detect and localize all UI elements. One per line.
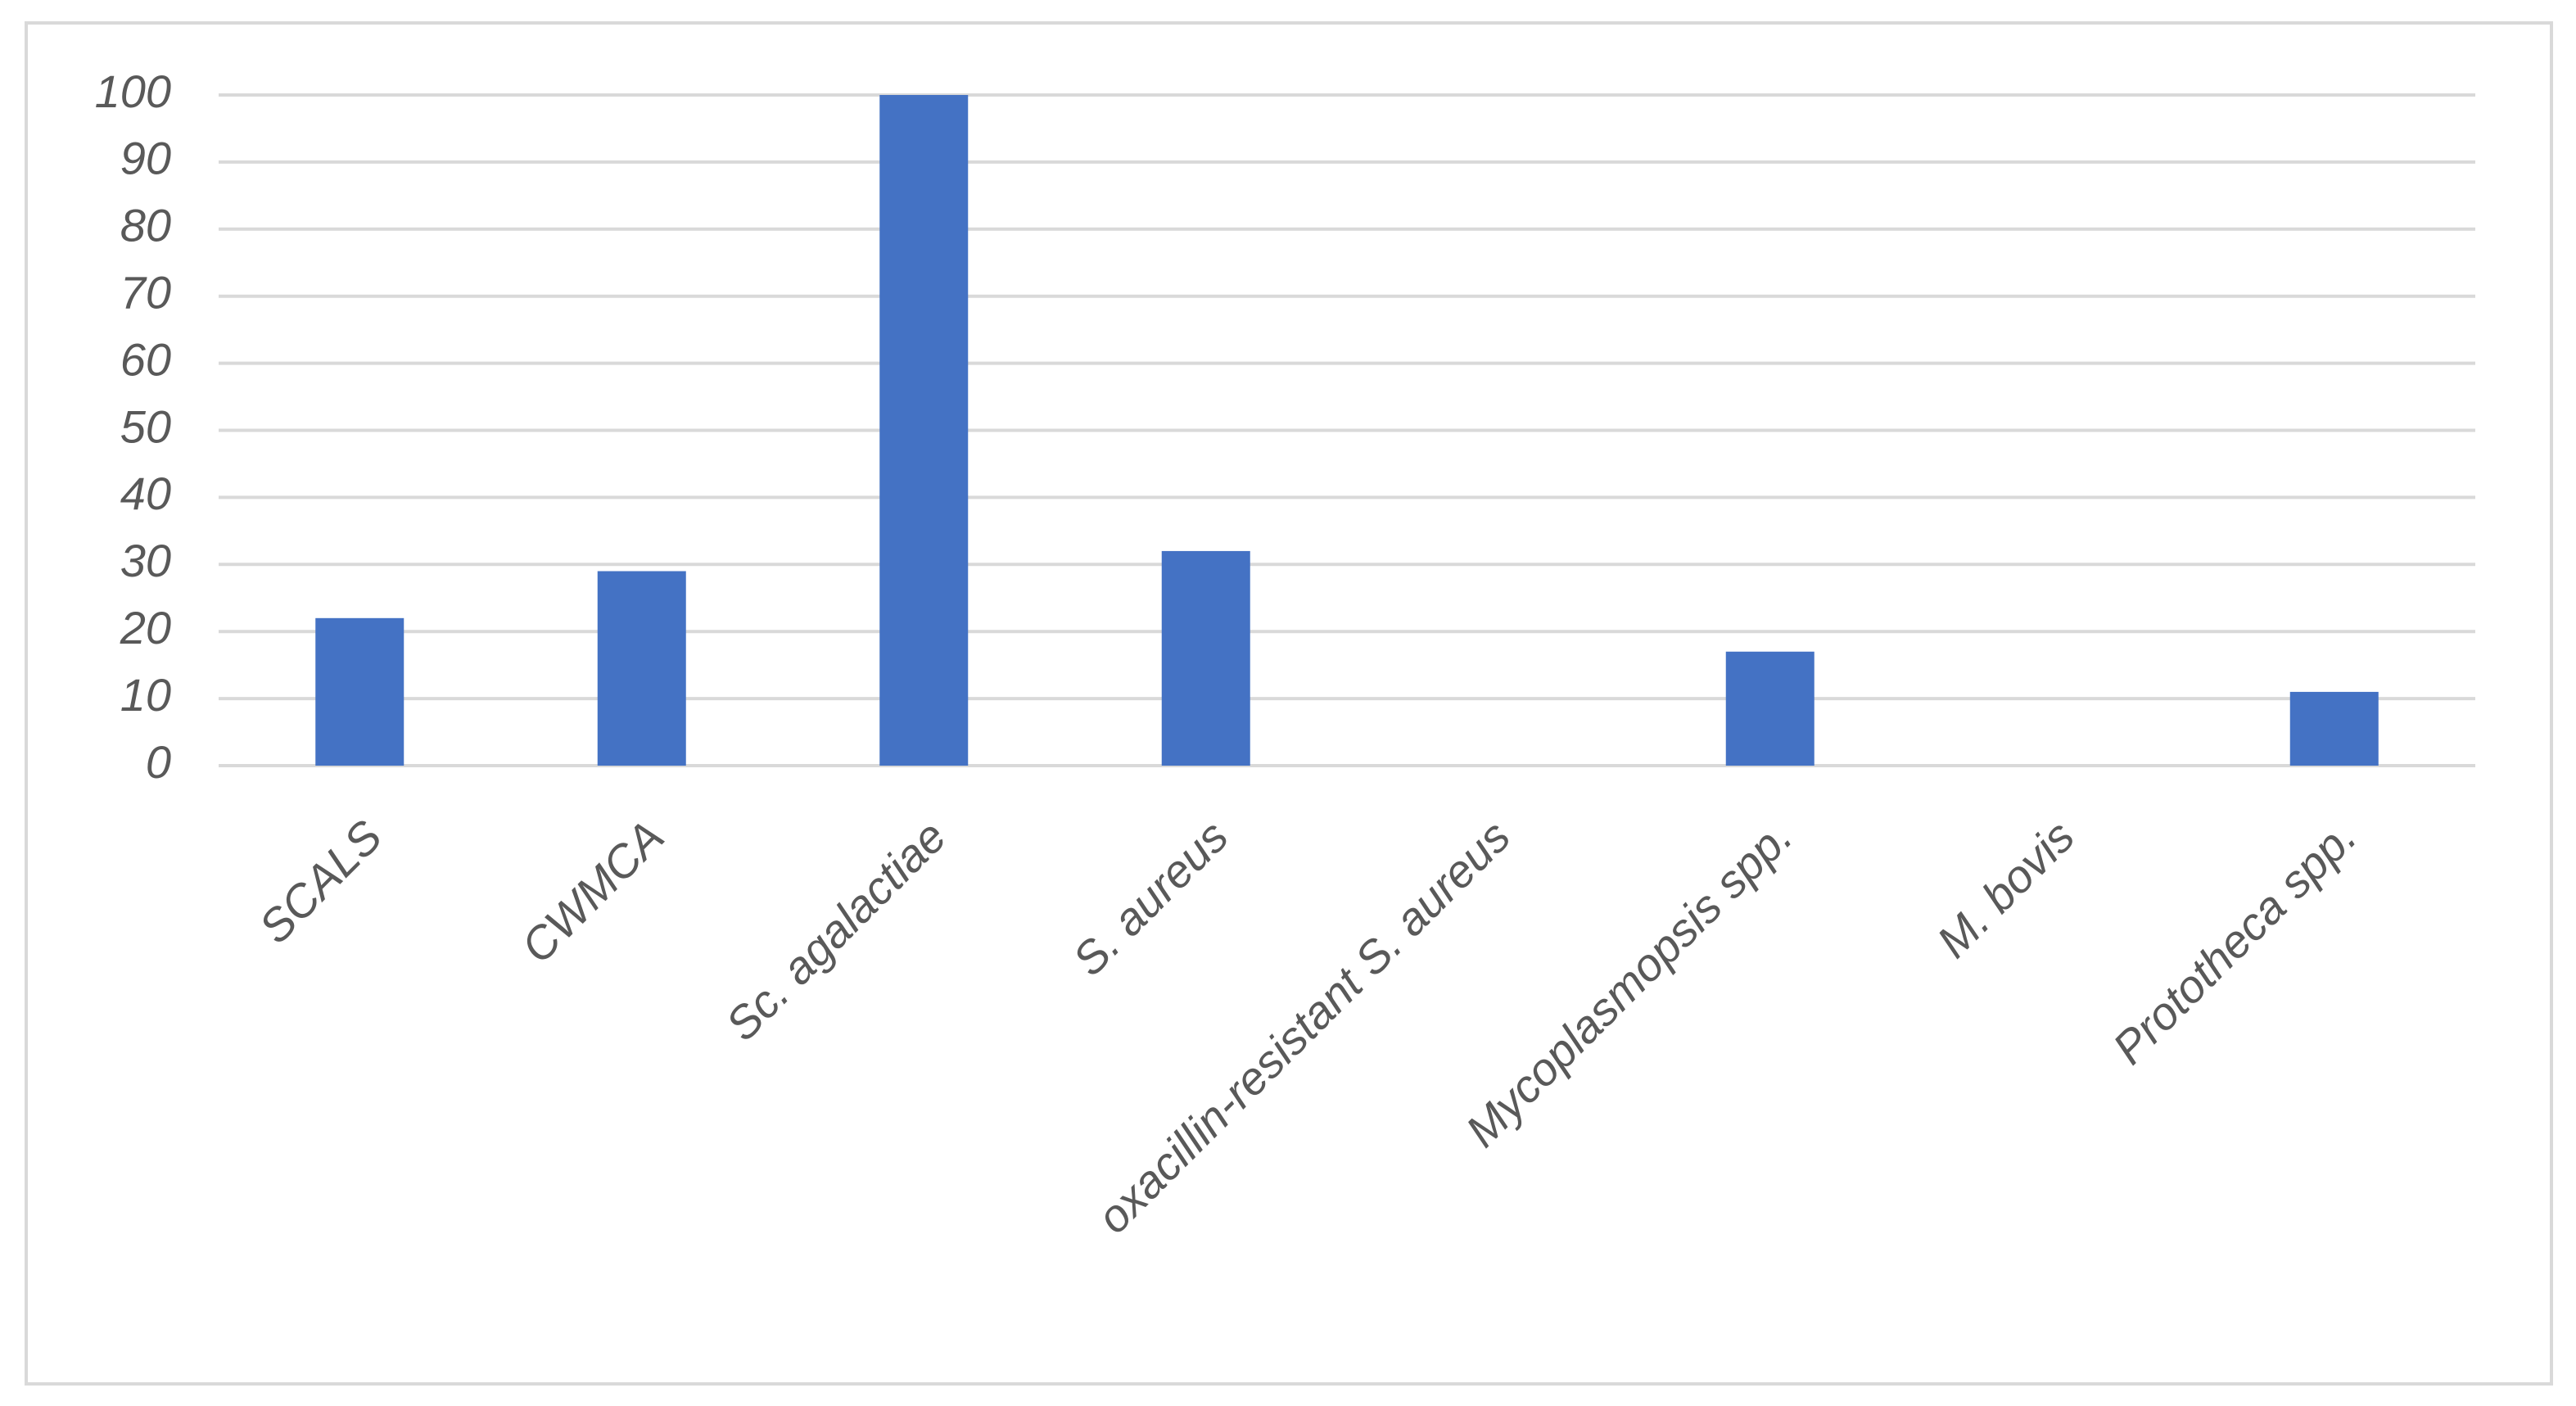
bar	[315, 617, 404, 766]
y-tick-label: 70	[120, 266, 171, 318]
y-tick-label: 60	[120, 333, 171, 385]
chart-frame	[25, 21, 2553, 1386]
y-tick-label: 50	[120, 400, 171, 452]
y-tick-label: 30	[120, 535, 171, 586]
y-tick-label: 100	[95, 66, 171, 117]
bar	[1161, 550, 1250, 766]
bar	[2289, 691, 2379, 766]
bar	[879, 95, 969, 766]
y-tick-label: 0	[146, 736, 171, 788]
y-tick-label: 90	[120, 133, 171, 184]
bar	[1725, 651, 1814, 766]
y-tick-label: 80	[120, 200, 171, 251]
y-tick-label: 20	[120, 602, 171, 653]
y-tick-label: 40	[120, 468, 171, 519]
bar	[597, 571, 686, 766]
y-tick-label: 10	[120, 669, 171, 721]
